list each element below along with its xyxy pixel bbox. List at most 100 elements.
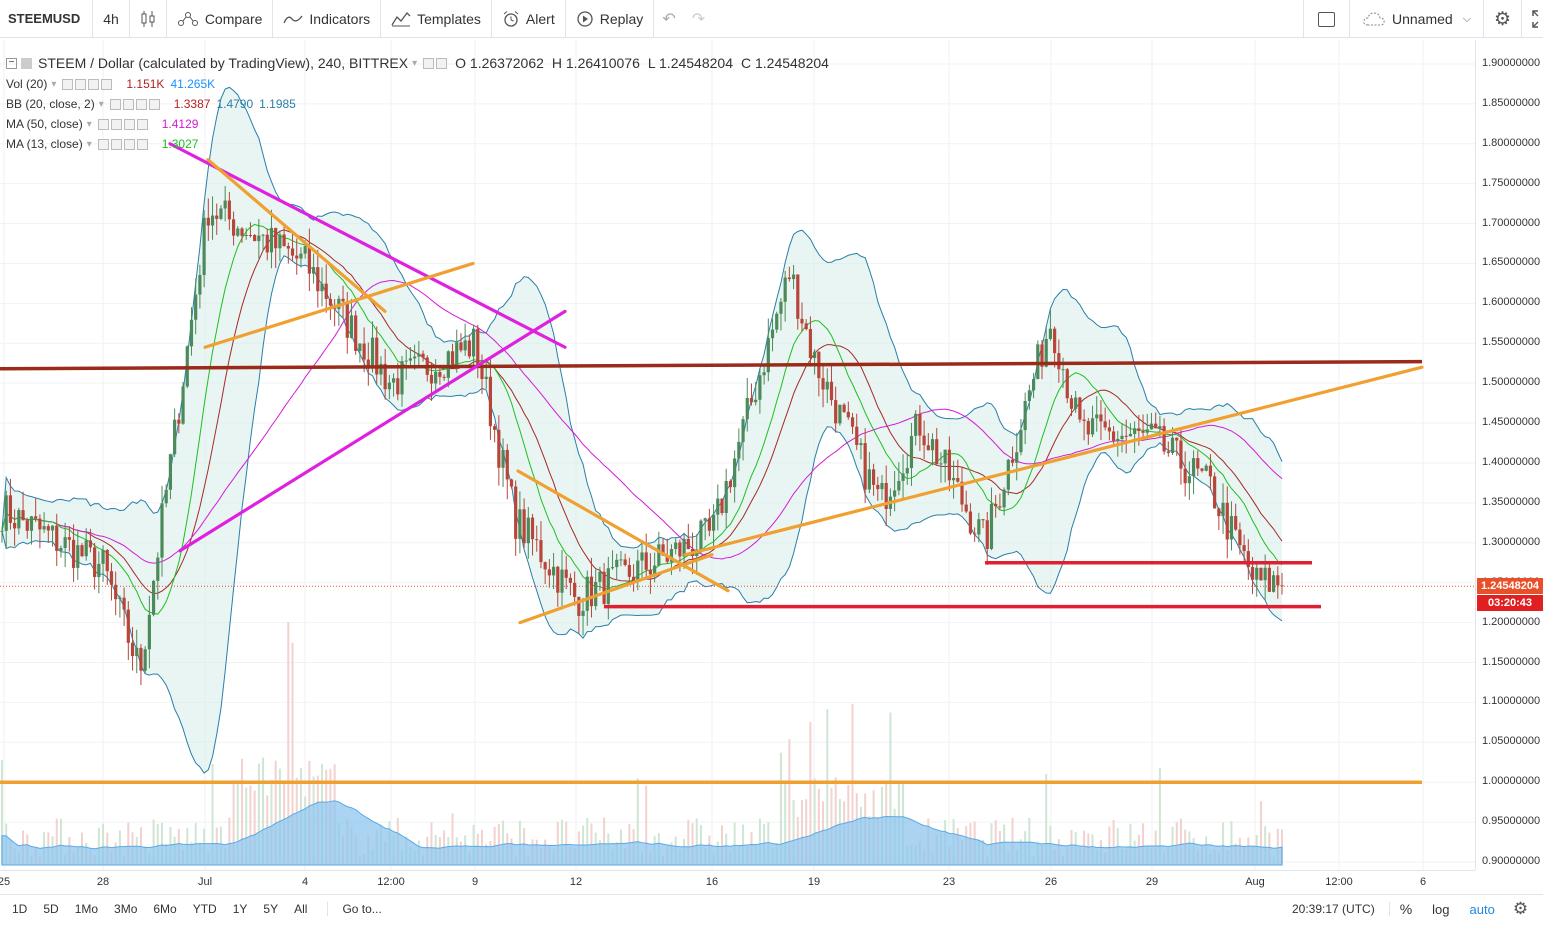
candle-body <box>135 647 139 657</box>
toolbar-right: Unnamed ⌵ ⚙ <box>1303 0 1543 38</box>
candle-body <box>391 378 396 383</box>
indicator-name: MA (13, close) <box>6 137 83 151</box>
compare-button[interactable]: Compare <box>167 0 274 38</box>
candle-body <box>951 477 956 481</box>
candle-body <box>29 516 34 531</box>
candle-body <box>63 537 67 549</box>
price-tick-label: 1.90000000 <box>1482 56 1541 69</box>
candle-body <box>455 342 459 365</box>
candle-body <box>859 443 863 446</box>
range-button[interactable]: 1Y <box>232 901 248 916</box>
series-menu-icon[interactable]: ▾ <box>412 57 418 69</box>
range-button[interactable]: All <box>294 901 308 916</box>
candle-body <box>206 217 210 226</box>
range-button[interactable]: 3Mo <box>114 901 138 916</box>
candle-body <box>463 340 467 351</box>
gear-icon[interactable] <box>75 78 87 90</box>
price-tick-label: 1.15000000 <box>1482 655 1541 668</box>
main-series-legend: − STEEM / Dollar (calculated by TradingV… <box>6 52 829 74</box>
candle-body <box>935 439 939 465</box>
candle-body <box>703 518 707 521</box>
indicators-button[interactable]: Indicators <box>273 0 382 38</box>
indicator-menu-icon[interactable]: ▾ <box>98 98 104 110</box>
indicator-legend-row[interactable]: MA (13, close) ▾ 1.3027 <box>6 134 829 154</box>
candle-body <box>631 576 636 582</box>
candle-body <box>1263 567 1267 581</box>
layout-menu-button[interactable]: Unnamed ⌵ <box>1350 0 1485 38</box>
gear-icon[interactable] <box>110 138 122 150</box>
volume-bar <box>695 818 698 865</box>
eye-icon[interactable] <box>109 98 121 110</box>
candle-body <box>1027 390 1031 401</box>
candle-body <box>404 360 408 362</box>
candle-body <box>1103 421 1107 428</box>
indicator-name: Vol (20) <box>6 77 48 91</box>
plus-icon[interactable] <box>123 118 135 130</box>
chart-style-button[interactable] <box>130 0 167 38</box>
indicator-legend-row[interactable]: Vol (20) ▾ 1.151K 41.265K <box>6 74 829 94</box>
fullscreen-button[interactable] <box>1522 0 1543 38</box>
range-button[interactable]: 1D <box>12 901 28 916</box>
indicator-legend-row[interactable]: BB (20, close, 2) ▾ 1.3387 1.4790 1.1985 <box>6 94 829 114</box>
gear-icon[interactable] <box>110 118 122 130</box>
price-chart[interactable] <box>0 40 1475 870</box>
utc-clock[interactable]: 20:39:17 (UTC) <box>1292 902 1390 916</box>
undo-button[interactable]: ↶ <box>654 0 683 38</box>
candle-body <box>918 413 922 436</box>
range-button[interactable]: 5Y <box>263 901 279 916</box>
price-axis[interactable]: 1.90000000 1.85000000 1.80000000 1.75000000… <box>1475 40 1543 870</box>
close-icon[interactable] <box>136 138 148 150</box>
gear-icon[interactable] <box>436 57 448 69</box>
plus-icon[interactable] <box>135 98 147 110</box>
candle-body <box>168 454 173 490</box>
range-button[interactable]: 1Mo <box>74 901 99 916</box>
candle-body <box>627 565 631 577</box>
fullscreen-layout-button[interactable] <box>1303 0 1350 38</box>
candle-body <box>34 516 38 519</box>
candle-body <box>821 378 825 390</box>
close-icon[interactable] <box>148 98 160 110</box>
indicator-legend-row[interactable]: MA (50, close) ▾ 1.4129 <box>6 114 829 134</box>
eye-icon[interactable] <box>423 57 435 69</box>
chart-properties-gear-icon[interactable]: ⚙ <box>1512 899 1529 918</box>
replay-button[interactable]: Replay <box>566 0 655 38</box>
candle-body <box>105 549 109 572</box>
candle-body <box>227 200 231 220</box>
indicator-menu-icon[interactable]: ▾ <box>86 118 92 130</box>
indicator-menu-icon[interactable]: ▾ <box>51 78 57 90</box>
time-axis[interactable]: 25 28 Jul 4 12:00 9 12 16 19 23 26 29 Aug 12:00 6 <box>0 870 1475 894</box>
eye-icon[interactable] <box>97 118 109 130</box>
redo-button[interactable]: ↷ <box>684 0 713 38</box>
candle-body <box>151 580 156 615</box>
candle-body <box>850 417 855 427</box>
goto-button[interactable]: Go to... <box>327 901 382 916</box>
range-button[interactable]: 5D <box>43 901 59 916</box>
candle-body <box>109 571 114 585</box>
plus-icon[interactable] <box>88 78 100 90</box>
symbol-search[interactable]: STEEMUSD <box>0 0 94 38</box>
alert-button[interactable]: Alert <box>492 0 566 38</box>
percent-toggle[interactable]: % <box>1399 901 1413 917</box>
candle-body <box>796 274 800 319</box>
log-toggle[interactable]: log <box>1432 901 1450 917</box>
plus-icon[interactable] <box>123 138 135 150</box>
eye-icon[interactable] <box>97 138 109 150</box>
gear-icon[interactable] <box>122 98 134 110</box>
range-button[interactable]: YTD <box>192 901 217 916</box>
indicator-menu-icon[interactable]: ▾ <box>86 138 92 150</box>
templates-button[interactable]: Templates <box>381 0 492 38</box>
alarm-clock-icon <box>503 10 519 27</box>
interval-button[interactable]: 4h <box>93 0 130 38</box>
auto-toggle[interactable]: auto <box>1469 901 1495 917</box>
close-icon[interactable] <box>101 78 113 90</box>
collapse-legend-icon[interactable]: − <box>6 57 17 69</box>
range-button[interactable]: 6Mo <box>153 901 177 916</box>
close-icon[interactable] <box>136 118 148 130</box>
settings-button[interactable]: ⚙ <box>1484 0 1523 38</box>
time-tick-label: 16 <box>705 876 719 888</box>
candle-body <box>139 647 143 671</box>
candle-body <box>526 517 530 544</box>
time-tick-label: 23 <box>942 876 956 888</box>
candle-body <box>1048 328 1053 339</box>
eye-icon[interactable] <box>62 78 74 90</box>
